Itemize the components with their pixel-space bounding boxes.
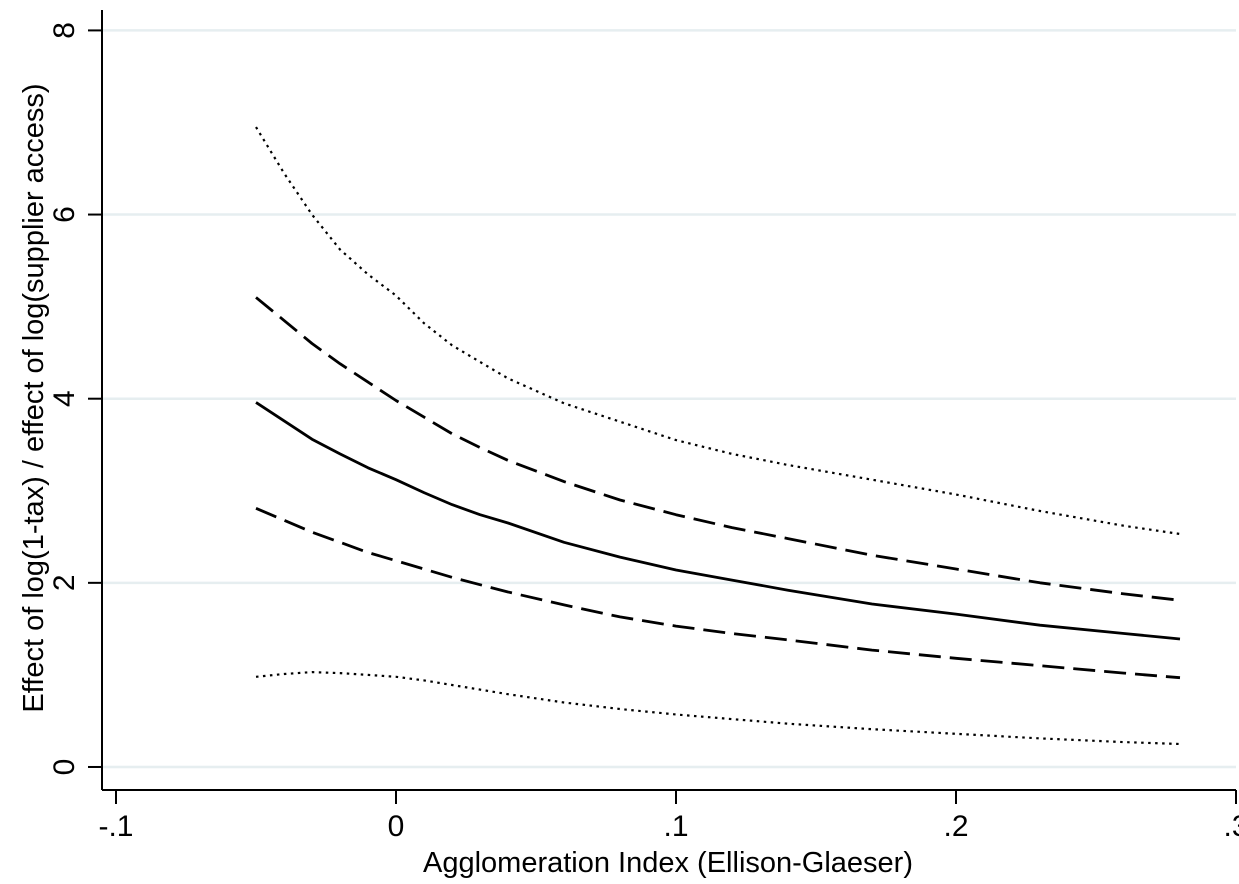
series-line-dotted-3 — [255, 126, 1181, 536]
x-tick-label: -.1 — [98, 810, 133, 843]
series-line-solid-0 — [255, 401, 1181, 641]
y-tick-label: 4 — [48, 390, 81, 407]
x-tick-label: .3 — [1223, 810, 1239, 843]
x-axis-title: Agglomeration Index (Ellison-Glaeser) — [423, 847, 913, 879]
series-line-dotted-4 — [255, 671, 1181, 746]
y-tick-label: 8 — [48, 22, 81, 39]
tick-labels: 0 2 4 6 8 -.1 0 .1 .2 .3 — [48, 22, 1239, 843]
series-line-dashed-2 — [255, 507, 1181, 680]
x-tick-label: 0 — [388, 810, 405, 843]
y-axis-title: Effect of log(1-tax) / effect of log(sup… — [18, 83, 50, 712]
y-tick-label: 6 — [48, 206, 81, 223]
x-tick-label: .1 — [663, 810, 688, 843]
series-line-dashed-1 — [255, 296, 1181, 602]
x-tick-label: .2 — [943, 810, 968, 843]
series-lines — [255, 126, 1181, 746]
y-tick-label: 0 — [48, 759, 81, 776]
y-tick-label: 2 — [48, 574, 81, 591]
axes — [88, 10, 1237, 804]
